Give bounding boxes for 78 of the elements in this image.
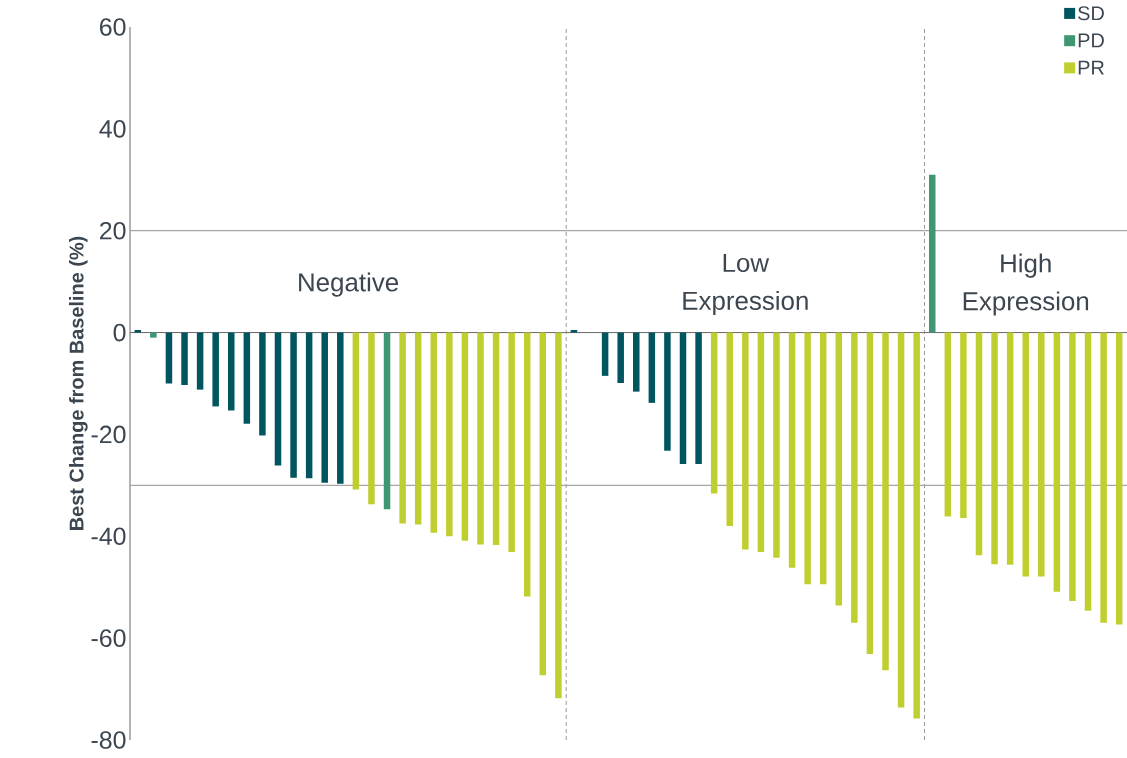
- y-tick-label: -80: [91, 731, 126, 749]
- bar: [368, 332, 375, 505]
- bar: [897, 332, 905, 708]
- bar: [212, 332, 219, 407]
- annotation: High Expression: [963, 253, 1089, 316]
- bar: [851, 332, 858, 623]
- bar: [337, 332, 344, 484]
- bar: [617, 332, 624, 383]
- bar: [1022, 332, 1029, 577]
- bar: [633, 332, 640, 392]
- bar: [1069, 332, 1076, 601]
- bar: [305, 332, 313, 479]
- annotation: Negative: [299, 272, 399, 297]
- bar: [835, 332, 843, 606]
- bar: [1084, 332, 1092, 611]
- bar: [664, 332, 671, 451]
- bar: [430, 332, 438, 533]
- bar: [913, 332, 920, 719]
- bar: [960, 332, 967, 518]
- bar: [134, 330, 142, 333]
- annotation: Low Expression: [683, 254, 808, 316]
- bar: [446, 332, 453, 537]
- bar: [461, 332, 469, 541]
- bar: [648, 332, 656, 403]
- bar: [1115, 332, 1123, 625]
- bar: [243, 332, 251, 424]
- bar: [819, 332, 827, 585]
- bar: [726, 332, 733, 527]
- bar: [150, 332, 157, 338]
- bar: [196, 332, 204, 390]
- bar: [804, 332, 811, 585]
- bar: [414, 332, 422, 525]
- bar: [539, 332, 547, 676]
- y-tick-label: -20: [91, 425, 126, 444]
- bar: [866, 332, 874, 654]
- bar: [383, 332, 391, 510]
- bar: [742, 332, 749, 550]
- bar: [523, 332, 531, 597]
- bar: [773, 332, 780, 558]
- bar: [928, 174, 936, 333]
- y-tick-label: 40: [99, 120, 126, 138]
- bar: [321, 332, 328, 483]
- y-tick-label: 60: [100, 18, 126, 36]
- y-tick-label: -40: [91, 527, 126, 546]
- y-tick-label: 0: [113, 323, 126, 342]
- bar: [788, 332, 796, 568]
- bar: [492, 332, 500, 545]
- bar: [352, 332, 360, 490]
- bar: [508, 332, 515, 553]
- bar: [274, 332, 282, 466]
- bar: [601, 332, 609, 376]
- bar: [882, 332, 889, 671]
- bar: [165, 332, 173, 384]
- legend-label: SD: [1078, 6, 1104, 21]
- bar: [991, 332, 998, 565]
- bar: [1038, 332, 1045, 577]
- bar: [695, 332, 702, 464]
- bar: [1100, 332, 1107, 623]
- y-tick-label: 20: [100, 221, 126, 240]
- bar: [570, 330, 578, 333]
- bar: [555, 332, 562, 699]
- bar: [399, 332, 406, 524]
- y-axis-title: Best Change from Baseline (%): [68, 236, 88, 530]
- bar: [710, 332, 718, 494]
- bar: [679, 332, 687, 464]
- bar: [757, 332, 765, 553]
- bar: [228, 332, 235, 411]
- bar: [181, 332, 188, 386]
- bar: [944, 332, 952, 517]
- bar: [975, 332, 983, 556]
- bar: [1053, 332, 1061, 592]
- bar: [290, 332, 297, 478]
- y-tick-label: -60: [91, 629, 126, 647]
- legend-label: PD: [1078, 33, 1104, 48]
- legend-label: PR: [1078, 60, 1104, 75]
- bar: [1006, 332, 1014, 565]
- bar: [477, 332, 484, 545]
- bar: [259, 332, 266, 436]
